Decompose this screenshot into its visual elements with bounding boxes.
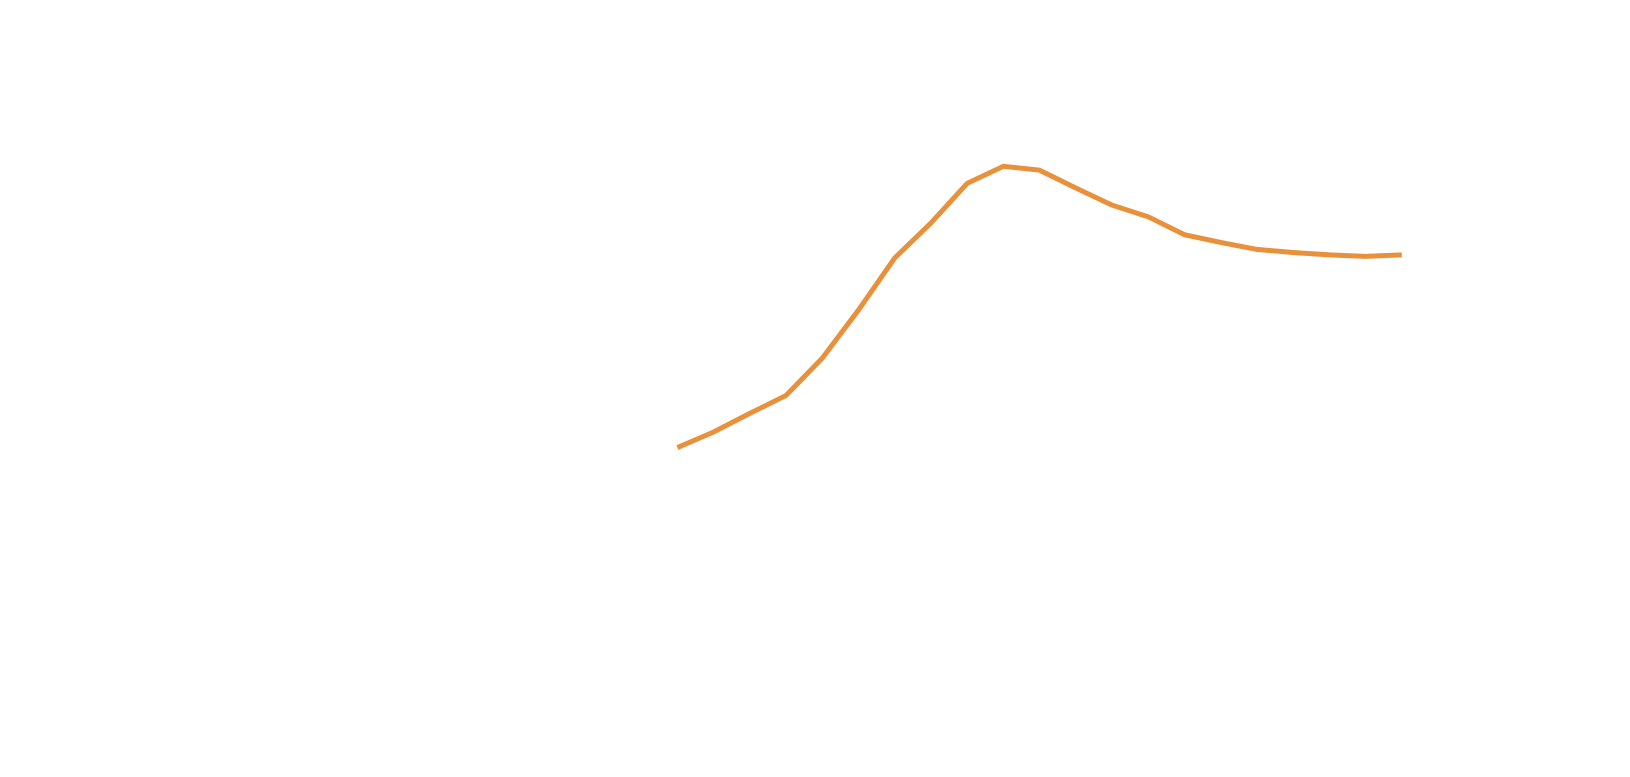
series-layer (676, 163, 1402, 450)
series-line-1 (676, 163, 1402, 450)
